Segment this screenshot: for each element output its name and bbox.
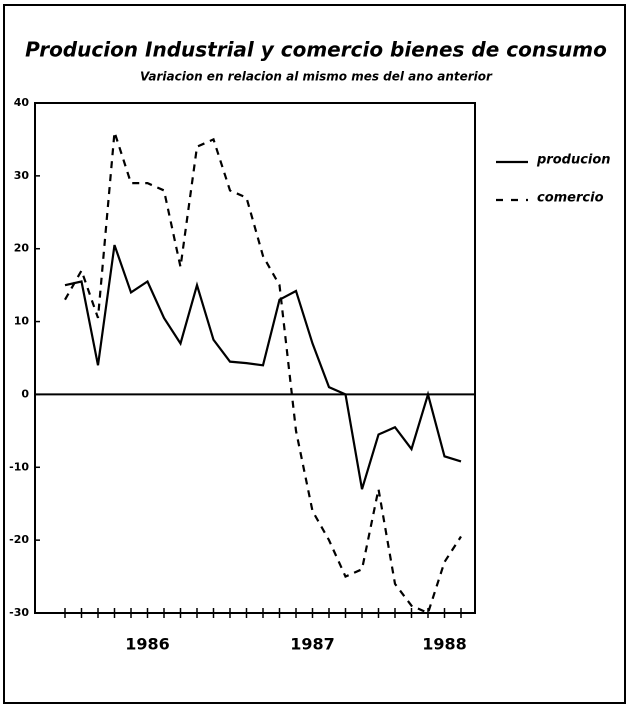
x-tick-label: 1988: [422, 635, 467, 654]
y-tick-label: 0: [21, 387, 29, 400]
y-tick-label: 20: [14, 242, 30, 255]
y-tick-label: 40: [14, 96, 30, 109]
frame: [3, 4, 626, 704]
y-tick-label: 10: [14, 315, 30, 328]
plot-area: [34, 102, 476, 614]
y-tick-label: -10: [9, 460, 29, 473]
chart-title: Producion Industrial y comercio bienes d…: [25, 38, 607, 62]
x-tick-label: 1986: [125, 635, 170, 654]
data-line: [64, 244, 462, 490]
chart-subtitle: Variacion en relacion al mismo mes del a…: [140, 70, 493, 84]
x-tick-label: 1987: [290, 635, 335, 654]
data-line: [64, 131, 462, 615]
y-tick-label: -30: [9, 606, 29, 619]
y-tick-label: 30: [14, 169, 30, 182]
y-tick-label: -20: [9, 533, 29, 546]
legend-label: comercio: [537, 191, 604, 206]
legend-label: producion: [536, 153, 611, 168]
